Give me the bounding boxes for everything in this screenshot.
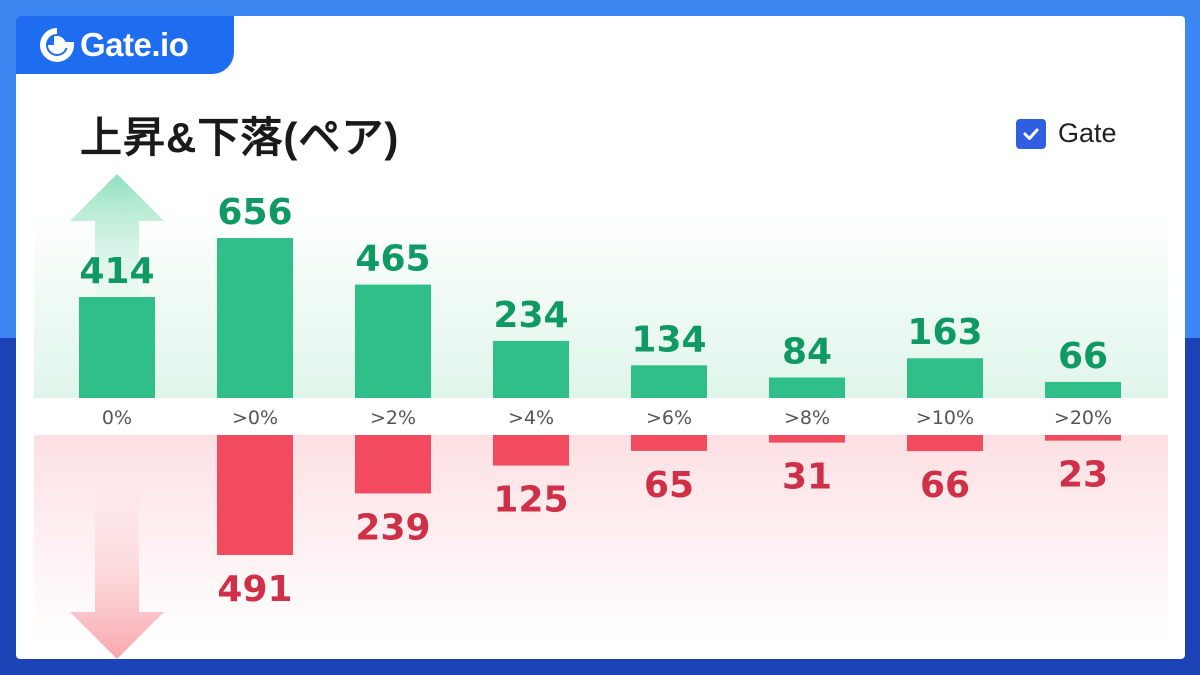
down-bar-4	[631, 435, 707, 451]
up-value-label-4: 134	[631, 319, 706, 360]
up-value-label-2: 465	[355, 239, 430, 280]
down-value-label-1: 491	[217, 569, 292, 610]
down-value-label-3: 125	[493, 480, 568, 521]
category-label-4: >6%	[646, 407, 692, 429]
page-title: 上昇&下落(ペア)	[80, 114, 400, 161]
category-label-0: 0%	[102, 407, 132, 429]
up-bar-2	[355, 284, 431, 398]
gate-logo-icon	[40, 28, 74, 62]
up-value-label-1: 656	[217, 192, 292, 233]
category-label-5: >8%	[784, 407, 830, 429]
chart-card: Gate.io 上昇&下落(ペア) Gate	[16, 16, 1185, 659]
bar-chart: 414 0% 656 >0% 491 465 >2% 239 234 >4% 125 134 >6% 65…	[34, 174, 1168, 659]
up-value-label-5: 84	[782, 332, 832, 373]
up-value-label-6: 163	[907, 312, 982, 353]
down-value-label-4: 65	[644, 465, 694, 506]
up-value-label-3: 234	[493, 295, 568, 336]
down-bar-6	[907, 435, 983, 452]
brand-logo-text: Gate.io	[80, 26, 189, 63]
category-label-2: >2%	[370, 407, 416, 429]
up-value-label-7: 66	[1058, 336, 1108, 377]
up-bar-4	[631, 365, 707, 398]
category-label-7: >20%	[1054, 407, 1112, 429]
up-bar-0	[79, 297, 155, 398]
category-label-6: >10%	[916, 407, 974, 429]
up-bar-6	[907, 358, 983, 398]
down-arrow-icon	[70, 486, 164, 659]
up-bar-5	[769, 377, 845, 398]
legend[interactable]: Gate	[1016, 118, 1117, 149]
down-value-label-5: 31	[782, 457, 832, 498]
down-bar-1	[217, 435, 293, 555]
up-bar-7	[1045, 381, 1121, 398]
up-bar-3	[493, 340, 569, 398]
check-icon	[1023, 128, 1039, 140]
up-arrow-icon	[70, 174, 164, 316]
down-value-label-7: 23	[1058, 455, 1108, 496]
category-label-3: >4%	[508, 407, 554, 429]
down-bar-3	[493, 435, 569, 466]
up-bar-1	[217, 238, 293, 398]
down-value-label-2: 239	[355, 507, 430, 548]
down-band	[34, 435, 1168, 641]
category-label-1: >0%	[232, 407, 278, 429]
down-bar-7	[1045, 435, 1121, 441]
legend-checkbox[interactable]	[1016, 118, 1046, 149]
down-bar-2	[355, 435, 431, 494]
legend-label: Gate	[1058, 118, 1117, 148]
up-value-label-0: 414	[79, 251, 154, 292]
brand-logo: Gate.io	[16, 16, 234, 74]
down-bar-5	[769, 435, 845, 443]
down-value-label-6: 66	[920, 465, 970, 506]
up-band	[34, 206, 1168, 398]
